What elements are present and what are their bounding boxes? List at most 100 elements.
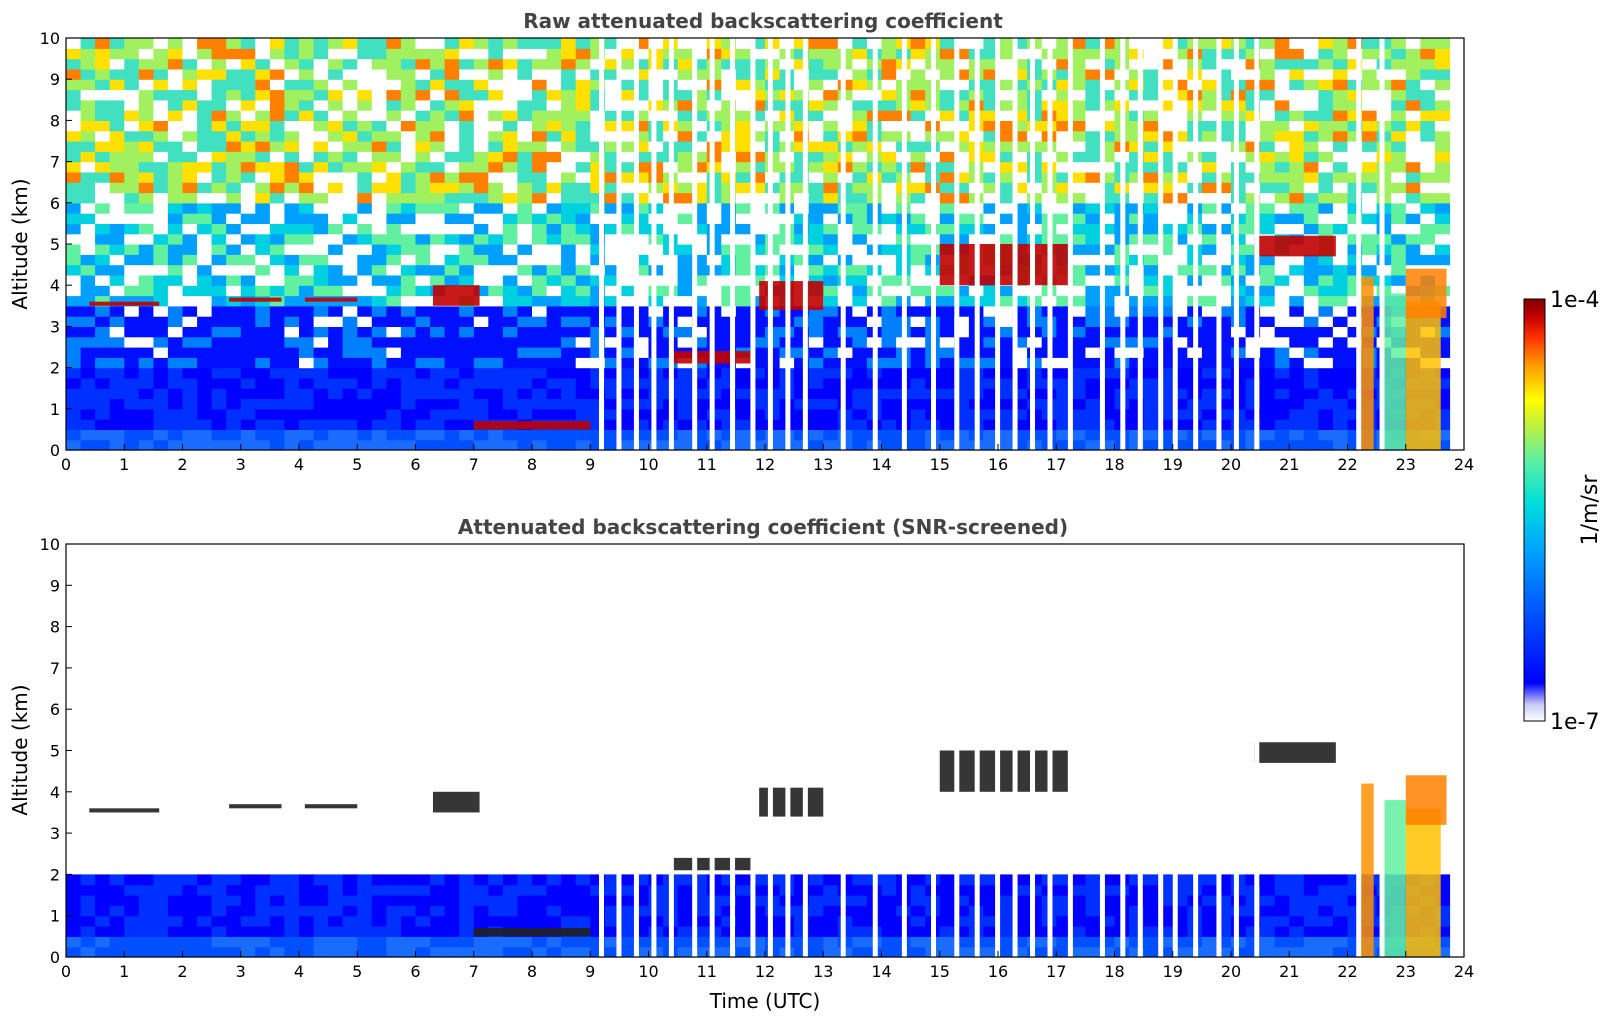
heatmap-cell (167, 915, 184, 927)
x-tick-label: 7 (469, 455, 479, 474)
heatmap-cell (1245, 99, 1261, 111)
heatmap-cell (255, 110, 271, 121)
heatmap-cell (1085, 357, 1101, 369)
heatmap-cell (939, 58, 955, 70)
heatmap-cell (546, 99, 562, 111)
heatmap-cell (328, 408, 344, 420)
heatmap-cell (226, 48, 242, 60)
heatmap-cell (124, 439, 140, 451)
heatmap-cell (1129, 89, 1145, 101)
data-gap (651, 544, 657, 957)
heatmap-cell (1434, 884, 1451, 896)
heatmap-cell (342, 89, 358, 101)
heatmap-cell (1420, 254, 1436, 266)
heatmap-cell (1274, 38, 1290, 49)
heatmap-cell (575, 408, 591, 420)
heatmap-cell (954, 161, 970, 173)
heatmap-cell (1303, 408, 1319, 420)
heatmap-cell (473, 905, 489, 917)
heatmap-cell (546, 895, 562, 906)
heatmap-cell (604, 233, 620, 245)
heatmap-cell (240, 429, 256, 441)
heatmap-cell (1201, 99, 1218, 111)
heatmap-cell (750, 89, 766, 101)
heatmap-cell (619, 161, 635, 173)
heatmap-cell (619, 38, 635, 49)
heatmap-cell (138, 89, 154, 101)
heatmap-cell (1070, 408, 1086, 420)
data-gap (730, 38, 736, 450)
heatmap-cell (721, 79, 737, 91)
heatmap-cell (1085, 316, 1101, 327)
heatmap-cell (939, 151, 955, 163)
heatmap-cell (1216, 926, 1232, 937)
data-gap (692, 38, 698, 450)
heatmap-cell (357, 388, 373, 400)
heatmap-cell (444, 244, 460, 255)
heatmap-cell (197, 316, 213, 327)
heatmap-cell (167, 38, 184, 49)
heatmap-cell (371, 223, 387, 235)
heatmap-cell (1347, 377, 1363, 389)
heatmap-cell (794, 274, 810, 286)
heatmap-cell (910, 326, 926, 338)
heatmap-cell (633, 305, 650, 317)
heatmap-cell (604, 264, 620, 276)
heatmap-cell (473, 398, 489, 410)
heatmap-cell (939, 357, 955, 369)
heatmap-cell (604, 182, 620, 194)
heatmap-cell (299, 336, 315, 348)
heatmap-cell (124, 38, 140, 49)
heatmap-cell (269, 161, 286, 173)
heatmap-cell (1143, 884, 1159, 896)
heatmap-cell (95, 884, 111, 896)
heatmap-cell (998, 110, 1014, 121)
heatmap-cell (371, 161, 387, 173)
heatmap-cell (1434, 388, 1451, 400)
heatmap-cell (211, 408, 227, 420)
heatmap-cell (1085, 895, 1101, 906)
heatmap-cell (342, 377, 358, 389)
heatmap-cell (983, 895, 999, 906)
heatmap-cell (299, 264, 315, 276)
heatmap-cell (677, 182, 693, 194)
cloud-layer (89, 808, 160, 813)
heatmap-cell (954, 151, 970, 163)
heatmap-cell (1391, 254, 1407, 266)
heatmap-cell (546, 110, 562, 121)
heatmap-cell (1085, 120, 1101, 132)
heatmap-cell (240, 120, 256, 132)
heatmap-cell (197, 347, 213, 358)
heatmap-cell (109, 171, 125, 183)
heatmap-cell (269, 192, 286, 204)
heatmap-cell (808, 874, 824, 886)
heatmap-cell (998, 68, 1014, 80)
heatmap-cell (1085, 213, 1101, 224)
heatmap-cell (1260, 874, 1276, 886)
heatmap-cell (881, 895, 897, 906)
heatmap-cell (1332, 223, 1349, 235)
heatmap-cell (692, 202, 708, 214)
heatmap-cell (1085, 905, 1101, 917)
heatmap-cell (823, 946, 839, 958)
heatmap-cell (1143, 357, 1159, 369)
heatmap-cell (517, 316, 533, 327)
heatmap-cell (328, 151, 344, 163)
heatmap-cell (328, 915, 344, 927)
heatmap-cell (983, 223, 999, 235)
heatmap-cell (211, 895, 227, 906)
heatmap-cell (735, 388, 752, 400)
heatmap-cell (95, 274, 111, 286)
heatmap-cell (1201, 254, 1218, 266)
heatmap-cell (138, 79, 154, 91)
heatmap-cell (1129, 905, 1145, 917)
heatmap-cell (109, 244, 125, 255)
heatmap-cell (313, 347, 329, 358)
heatmap-cell (808, 99, 824, 111)
heatmap-cell (95, 161, 111, 173)
heatmap-cell (299, 233, 315, 245)
heatmap-cell (1099, 68, 1116, 80)
heatmap-cell (939, 439, 955, 451)
heatmap-cell (1099, 254, 1116, 266)
heatmap-cell (430, 264, 446, 276)
